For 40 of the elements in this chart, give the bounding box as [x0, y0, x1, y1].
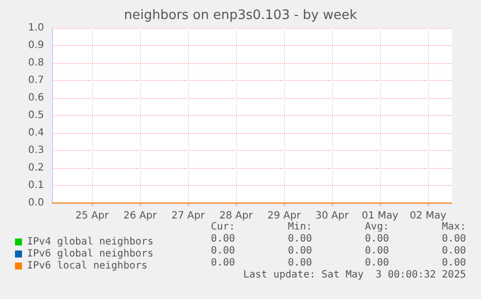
text: 0.00 — [364, 234, 389, 244]
y-tick-label: 0.1 — [28, 180, 44, 191]
text: 0.00 — [442, 234, 466, 244]
legend-label: IPv6 local neighbors — [27, 260, 148, 272]
y-tick-label: 1.0 — [28, 22, 44, 34]
y-tick-label: 0.3 — [28, 145, 44, 156]
text: Cur: — [210, 222, 235, 232]
y-tick-label: 0.0 — [28, 198, 44, 208]
text: 0.00 — [442, 258, 466, 268]
text: 0.00 — [210, 246, 235, 256]
x-tick-label: 29 Apr — [267, 210, 302, 222]
legend-label: IPv4 global neighbors — [27, 236, 154, 248]
text: 0.00 — [442, 246, 466, 256]
x-tick-label: 01 May — [362, 210, 398, 222]
text: Max: — [442, 222, 466, 232]
text: 0.00 — [364, 258, 389, 268]
text: 0.00 — [364, 246, 389, 256]
text: 0.00 — [288, 258, 312, 268]
x-tick-label: 28 Apr — [219, 210, 254, 222]
text: 0.00 — [210, 234, 235, 244]
y-tick-label: 0.6 — [28, 92, 44, 104]
text: 0.00 — [288, 234, 312, 244]
chart-title: neighbors on enp3s0.103 - by week — [124, 8, 358, 23]
x-tick-label: 27 Apr — [171, 210, 206, 222]
y-tick-label: 0.5 — [28, 110, 44, 121]
y-tick-label: 0.7 — [28, 75, 44, 86]
x-tick-label: 25 Apr — [75, 210, 110, 222]
text: Last update: Sat May 3 00:00:32 2025 — [243, 270, 466, 280]
y-tick-label: 0.4 — [28, 128, 44, 138]
x-tick-label: 26 Apr — [123, 210, 158, 222]
y-tick-label: 0.2 — [28, 162, 44, 174]
x-tick-label: 02 May — [410, 210, 446, 222]
x-tick-label: 30 Apr — [315, 210, 350, 222]
y-tick-label: 0.8 — [28, 58, 44, 68]
text: 0.00 — [288, 246, 312, 256]
text: Avg: — [364, 222, 389, 232]
legend-label: IPv6 global neighbors — [27, 248, 154, 260]
text: 0.00 — [210, 258, 235, 268]
y-tick-label: 0.9 — [28, 40, 44, 51]
text: Min: — [288, 222, 312, 232]
